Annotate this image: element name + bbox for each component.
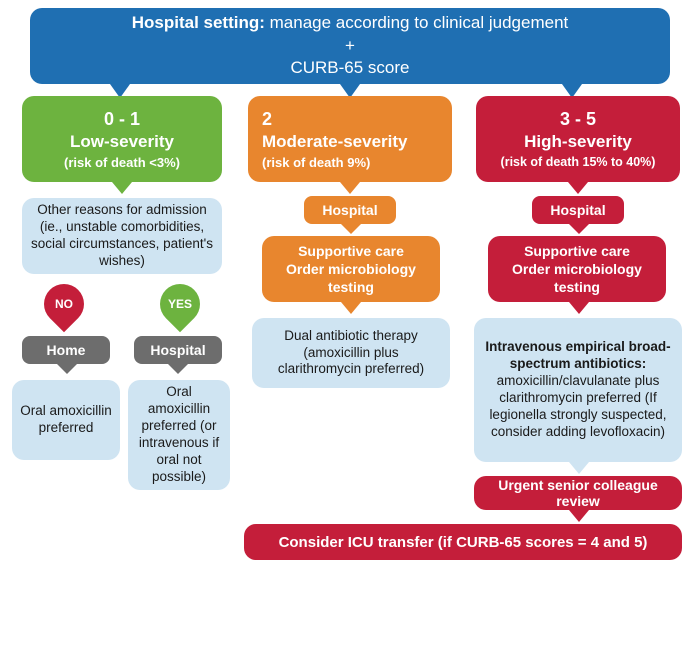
- high-rx-box: Intravenous empirical broad-spectrum ant…: [474, 318, 682, 462]
- high-severity-box: 3 - 5 High-severity (risk of death 15% t…: [476, 96, 680, 182]
- low-label: Low-severity: [70, 131, 174, 154]
- high-score: 3 - 5: [560, 107, 596, 131]
- home-pill: Home: [22, 336, 110, 364]
- icu-box: Consider ICU transfer (if CURB-65 scores…: [244, 524, 682, 560]
- low-severity-box: 0 - 1 Low-severity (risk of death <3%): [22, 96, 222, 182]
- header-curb: CURB-65 score: [290, 57, 409, 80]
- mod-rx-text: Dual antibiotic therapy (amoxicillin plu…: [260, 328, 442, 379]
- home-label: Home: [47, 342, 86, 358]
- yes-label: YES: [168, 297, 192, 311]
- mod-severity-box: 2 Moderate-severity (risk of death 9%): [248, 96, 452, 182]
- mod-score: 2: [262, 107, 272, 131]
- arrow-high: [568, 182, 588, 194]
- arrow-hosp-low: [168, 364, 188, 374]
- hosp-low-rx-box: Oral amoxicillin preferred (or intraveno…: [128, 380, 230, 490]
- mod-care2: Order microbiology testing: [270, 260, 432, 296]
- high-risk: (risk of death 15% to 40%): [501, 154, 656, 171]
- high-rx-body: amoxicillin/clavulanate plus clarithromy…: [482, 373, 674, 441]
- mod-risk: (risk of death 9%): [262, 154, 370, 172]
- home-rx-box: Oral amoxicillin preferred: [12, 380, 120, 460]
- high-care2: Order microbiology testing: [496, 260, 658, 296]
- mod-label: Moderate-severity: [262, 131, 408, 154]
- hospital-high-pill: Hospital: [532, 196, 624, 224]
- home-rx-text: Oral amoxicillin preferred: [20, 403, 112, 437]
- header-line1: Hospital setting: manage according to cl…: [132, 12, 569, 35]
- hospital-mod-label: Hospital: [322, 202, 377, 218]
- arrow-high-care: [569, 302, 589, 314]
- high-rx-title: Intravenous empirical broad-spectrum ant…: [482, 339, 674, 373]
- header-rest: manage according to clinical judgement: [265, 13, 568, 32]
- arrow-low: [112, 182, 132, 194]
- icu-text: Consider ICU transfer (if CURB-65 scores…: [279, 534, 648, 551]
- arrow-high-rx: [569, 462, 589, 474]
- low-admission-text: Other reasons for admission (ie., unstab…: [30, 202, 214, 270]
- hospital-low-pill: Hospital: [134, 336, 222, 364]
- hospital-high-label: Hospital: [550, 202, 605, 218]
- arrow-urgent: [569, 510, 589, 522]
- header-bold: Hospital setting:: [132, 13, 265, 32]
- header-plus: +: [345, 35, 355, 58]
- urgent-text: Urgent senior colleague review: [482, 477, 674, 509]
- arrow-mod-hosp: [341, 224, 361, 234]
- no-decision: NO: [44, 284, 84, 324]
- low-score: 0 - 1: [104, 107, 140, 131]
- hosp-low-rx-text: Oral amoxicillin preferred (or intraveno…: [136, 384, 222, 485]
- hospital-low-label: Hospital: [150, 342, 205, 358]
- high-care-box: Supportive care Order microbiology testi…: [488, 236, 666, 302]
- mod-care-box: Supportive care Order microbiology testi…: [262, 236, 440, 302]
- header-box: Hospital setting: manage according to cl…: [30, 8, 670, 84]
- low-risk: (risk of death <3%): [64, 154, 180, 172]
- low-admission-box: Other reasons for admission (ie., unstab…: [22, 198, 222, 274]
- arrow-home: [57, 364, 77, 374]
- urgent-review-box: Urgent senior colleague review: [474, 476, 682, 510]
- no-label: NO: [55, 297, 73, 311]
- yes-decision: YES: [160, 284, 200, 324]
- mod-rx-box: Dual antibiotic therapy (amoxicillin plu…: [252, 318, 450, 388]
- high-label: High-severity: [524, 131, 632, 154]
- mod-care1: Supportive care: [298, 242, 404, 260]
- arrow-mod: [340, 182, 360, 194]
- arrow-mod-care: [341, 302, 361, 314]
- high-care1: Supportive care: [524, 242, 630, 260]
- hospital-mod-pill: Hospital: [304, 196, 396, 224]
- arrow-high-hosp: [569, 224, 589, 234]
